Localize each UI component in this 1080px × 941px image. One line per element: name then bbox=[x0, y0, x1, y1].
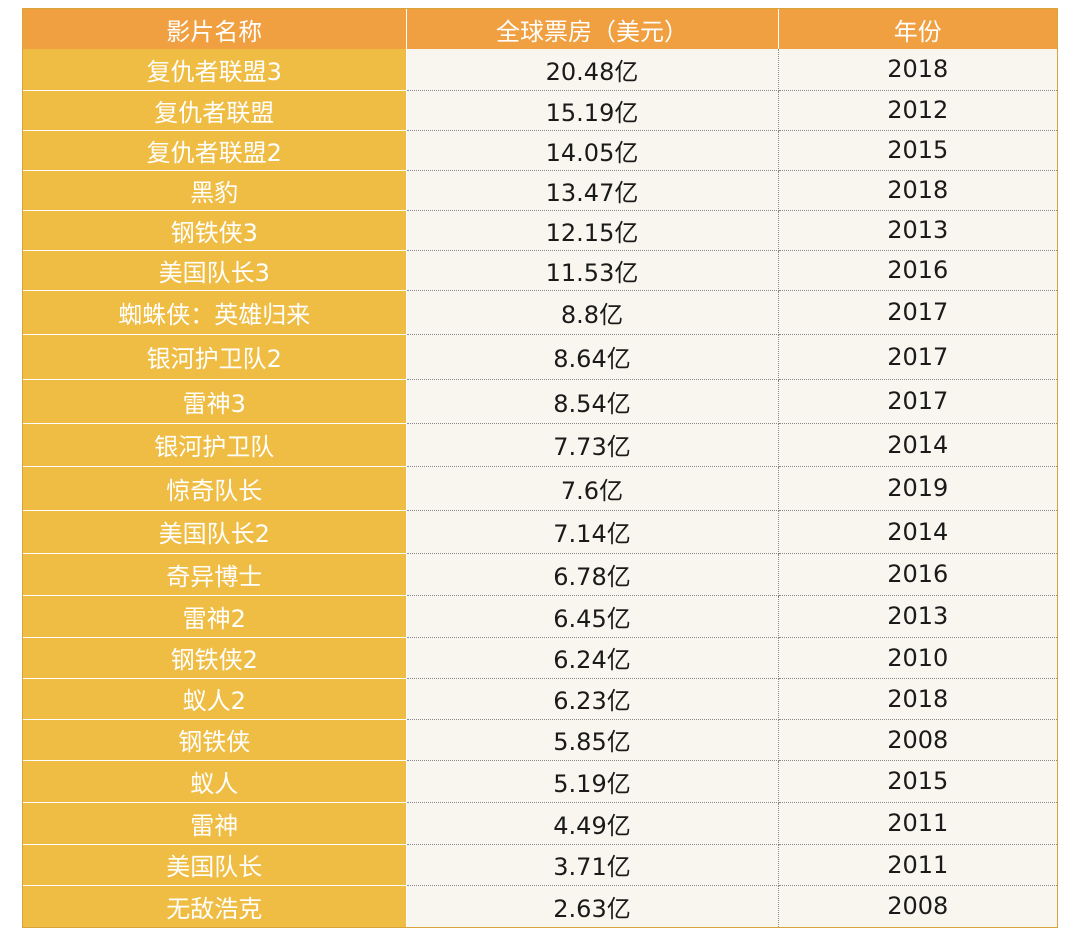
table-row: 复仇者联盟2 14.05亿 2015 bbox=[23, 130, 1057, 171]
table-row: 钢铁侠2 6.24亿 2010 bbox=[23, 637, 1057, 679]
table-row: 蚁人 5.19亿 2015 bbox=[23, 760, 1057, 803]
year-cell: 2013 bbox=[778, 210, 1057, 251]
header-global-box-office: 全球票房（美元） bbox=[406, 9, 779, 49]
film-name-cell: 奇异博士 bbox=[23, 553, 407, 596]
film-name-cell: 黑豹 bbox=[23, 170, 407, 211]
film-name-cell: 钢铁侠 bbox=[23, 719, 407, 761]
year-cell: 2014 bbox=[778, 423, 1057, 467]
year-cell: 2015 bbox=[778, 760, 1057, 803]
year-cell: 2015 bbox=[778, 130, 1057, 171]
year-cell: 2010 bbox=[778, 637, 1057, 679]
header-year: 年份 bbox=[778, 9, 1057, 49]
film-name-cell: 雷神3 bbox=[23, 379, 407, 424]
table-row: 奇异博士 6.78亿 2016 bbox=[23, 553, 1057, 596]
table-row: 无敌浩克 2.63亿 2008 bbox=[23, 885, 1057, 927]
table-row: 蜘蛛侠：英雄归来 8.8亿 2017 bbox=[23, 290, 1057, 335]
film-name-cell: 惊奇队长 bbox=[23, 466, 407, 511]
table-row: 美国队长 3.71亿 2011 bbox=[23, 844, 1057, 886]
year-cell: 2018 bbox=[778, 49, 1057, 91]
film-name-cell: 美国队长 bbox=[23, 844, 407, 886]
table-row: 银河护卫队 7.73亿 2014 bbox=[23, 423, 1057, 467]
box-office-cell: 3.71亿 bbox=[406, 844, 779, 886]
table-row: 蚁人2 6.23亿 2018 bbox=[23, 678, 1057, 720]
table-row: 钢铁侠 5.85亿 2008 bbox=[23, 719, 1057, 761]
table-row: 雷神3 8.54亿 2017 bbox=[23, 379, 1057, 424]
film-name-cell: 蚁人2 bbox=[23, 678, 407, 720]
box-office-cell: 13.47亿 bbox=[406, 170, 779, 211]
table-row: 美国队长2 7.14亿 2014 bbox=[23, 510, 1057, 554]
box-office-cell: 15.19亿 bbox=[406, 90, 779, 131]
box-office-cell: 5.19亿 bbox=[406, 760, 779, 803]
box-office-cell: 7.14亿 bbox=[406, 510, 779, 554]
table-row: 雷神 4.49亿 2011 bbox=[23, 802, 1057, 845]
film-name-cell: 银河护卫队2 bbox=[23, 334, 407, 380]
box-office-cell: 6.78亿 bbox=[406, 553, 779, 596]
year-cell: 2013 bbox=[778, 595, 1057, 638]
year-cell: 2016 bbox=[778, 553, 1057, 596]
film-name-cell: 雷神 bbox=[23, 802, 407, 845]
box-office-cell: 6.24亿 bbox=[406, 637, 779, 679]
film-name-cell: 无敌浩克 bbox=[23, 885, 407, 927]
box-office-cell: 20.48亿 bbox=[406, 49, 779, 91]
year-cell: 2017 bbox=[778, 379, 1057, 424]
film-name-cell: 雷神2 bbox=[23, 595, 407, 638]
year-cell: 2018 bbox=[778, 170, 1057, 211]
film-name-cell: 美国队长3 bbox=[23, 250, 407, 291]
table-row: 雷神2 6.45亿 2013 bbox=[23, 595, 1057, 638]
table-row: 美国队长3 11.53亿 2016 bbox=[23, 250, 1057, 291]
box-office-cell: 5.85亿 bbox=[406, 719, 779, 761]
table-row: 钢铁侠3 12.15亿 2013 bbox=[23, 210, 1057, 251]
table-row: 复仇者联盟3 20.48亿 2018 bbox=[23, 49, 1057, 91]
box-office-cell: 6.45亿 bbox=[406, 595, 779, 638]
header-film-name: 影片名称 bbox=[23, 9, 407, 49]
film-name-cell: 复仇者联盟 bbox=[23, 90, 407, 131]
table-header-row: 影片名称 全球票房（美元） 年份 bbox=[23, 9, 1057, 49]
year-cell: 2011 bbox=[778, 844, 1057, 886]
box-office-cell: 12.15亿 bbox=[406, 210, 779, 251]
box-office-cell: 7.73亿 bbox=[406, 423, 779, 467]
box-office-cell: 8.64亿 bbox=[406, 334, 779, 380]
box-office-cell: 2.63亿 bbox=[406, 885, 779, 927]
box-office-table: 影片名称 全球票房（美元） 年份 复仇者联盟3 20.48亿 2018 复仇者联盟 15… bbox=[23, 9, 1057, 927]
table-row: 黑豹 13.47亿 2018 bbox=[23, 170, 1057, 211]
year-cell: 2014 bbox=[778, 510, 1057, 554]
box-office-cell: 14.05亿 bbox=[406, 130, 779, 171]
box-office-cell: 11.53亿 bbox=[406, 250, 779, 291]
year-cell: 2017 bbox=[778, 334, 1057, 380]
box-office-cell: 6.23亿 bbox=[406, 678, 779, 720]
box-office-table-container: 影片名称 全球票房（美元） 年份 复仇者联盟3 20.48亿 2018 复仇者联盟 15… bbox=[22, 8, 1058, 928]
box-office-cell: 7.6亿 bbox=[406, 466, 779, 511]
year-cell: 2008 bbox=[778, 719, 1057, 761]
film-name-cell: 蚁人 bbox=[23, 760, 407, 803]
table-row: 惊奇队长 7.6亿 2019 bbox=[23, 466, 1057, 511]
film-name-cell: 复仇者联盟3 bbox=[23, 49, 407, 91]
box-office-cell: 8.54亿 bbox=[406, 379, 779, 424]
table-row: 银河护卫队2 8.64亿 2017 bbox=[23, 334, 1057, 380]
film-name-cell: 复仇者联盟2 bbox=[23, 130, 407, 171]
table-row: 复仇者联盟 15.19亿 2012 bbox=[23, 90, 1057, 131]
year-cell: 2019 bbox=[778, 466, 1057, 511]
year-cell: 2011 bbox=[778, 802, 1057, 845]
film-name-cell: 美国队长2 bbox=[23, 510, 407, 554]
film-name-cell: 钢铁侠2 bbox=[23, 637, 407, 679]
year-cell: 2016 bbox=[778, 250, 1057, 291]
box-office-cell: 8.8亿 bbox=[406, 290, 779, 335]
film-name-cell: 钢铁侠3 bbox=[23, 210, 407, 251]
year-cell: 2012 bbox=[778, 90, 1057, 131]
year-cell: 2017 bbox=[778, 290, 1057, 335]
year-cell: 2008 bbox=[778, 885, 1057, 927]
film-name-cell: 蜘蛛侠：英雄归来 bbox=[23, 290, 407, 335]
film-name-cell: 银河护卫队 bbox=[23, 423, 407, 467]
box-office-cell: 4.49亿 bbox=[406, 802, 779, 845]
year-cell: 2018 bbox=[778, 678, 1057, 720]
